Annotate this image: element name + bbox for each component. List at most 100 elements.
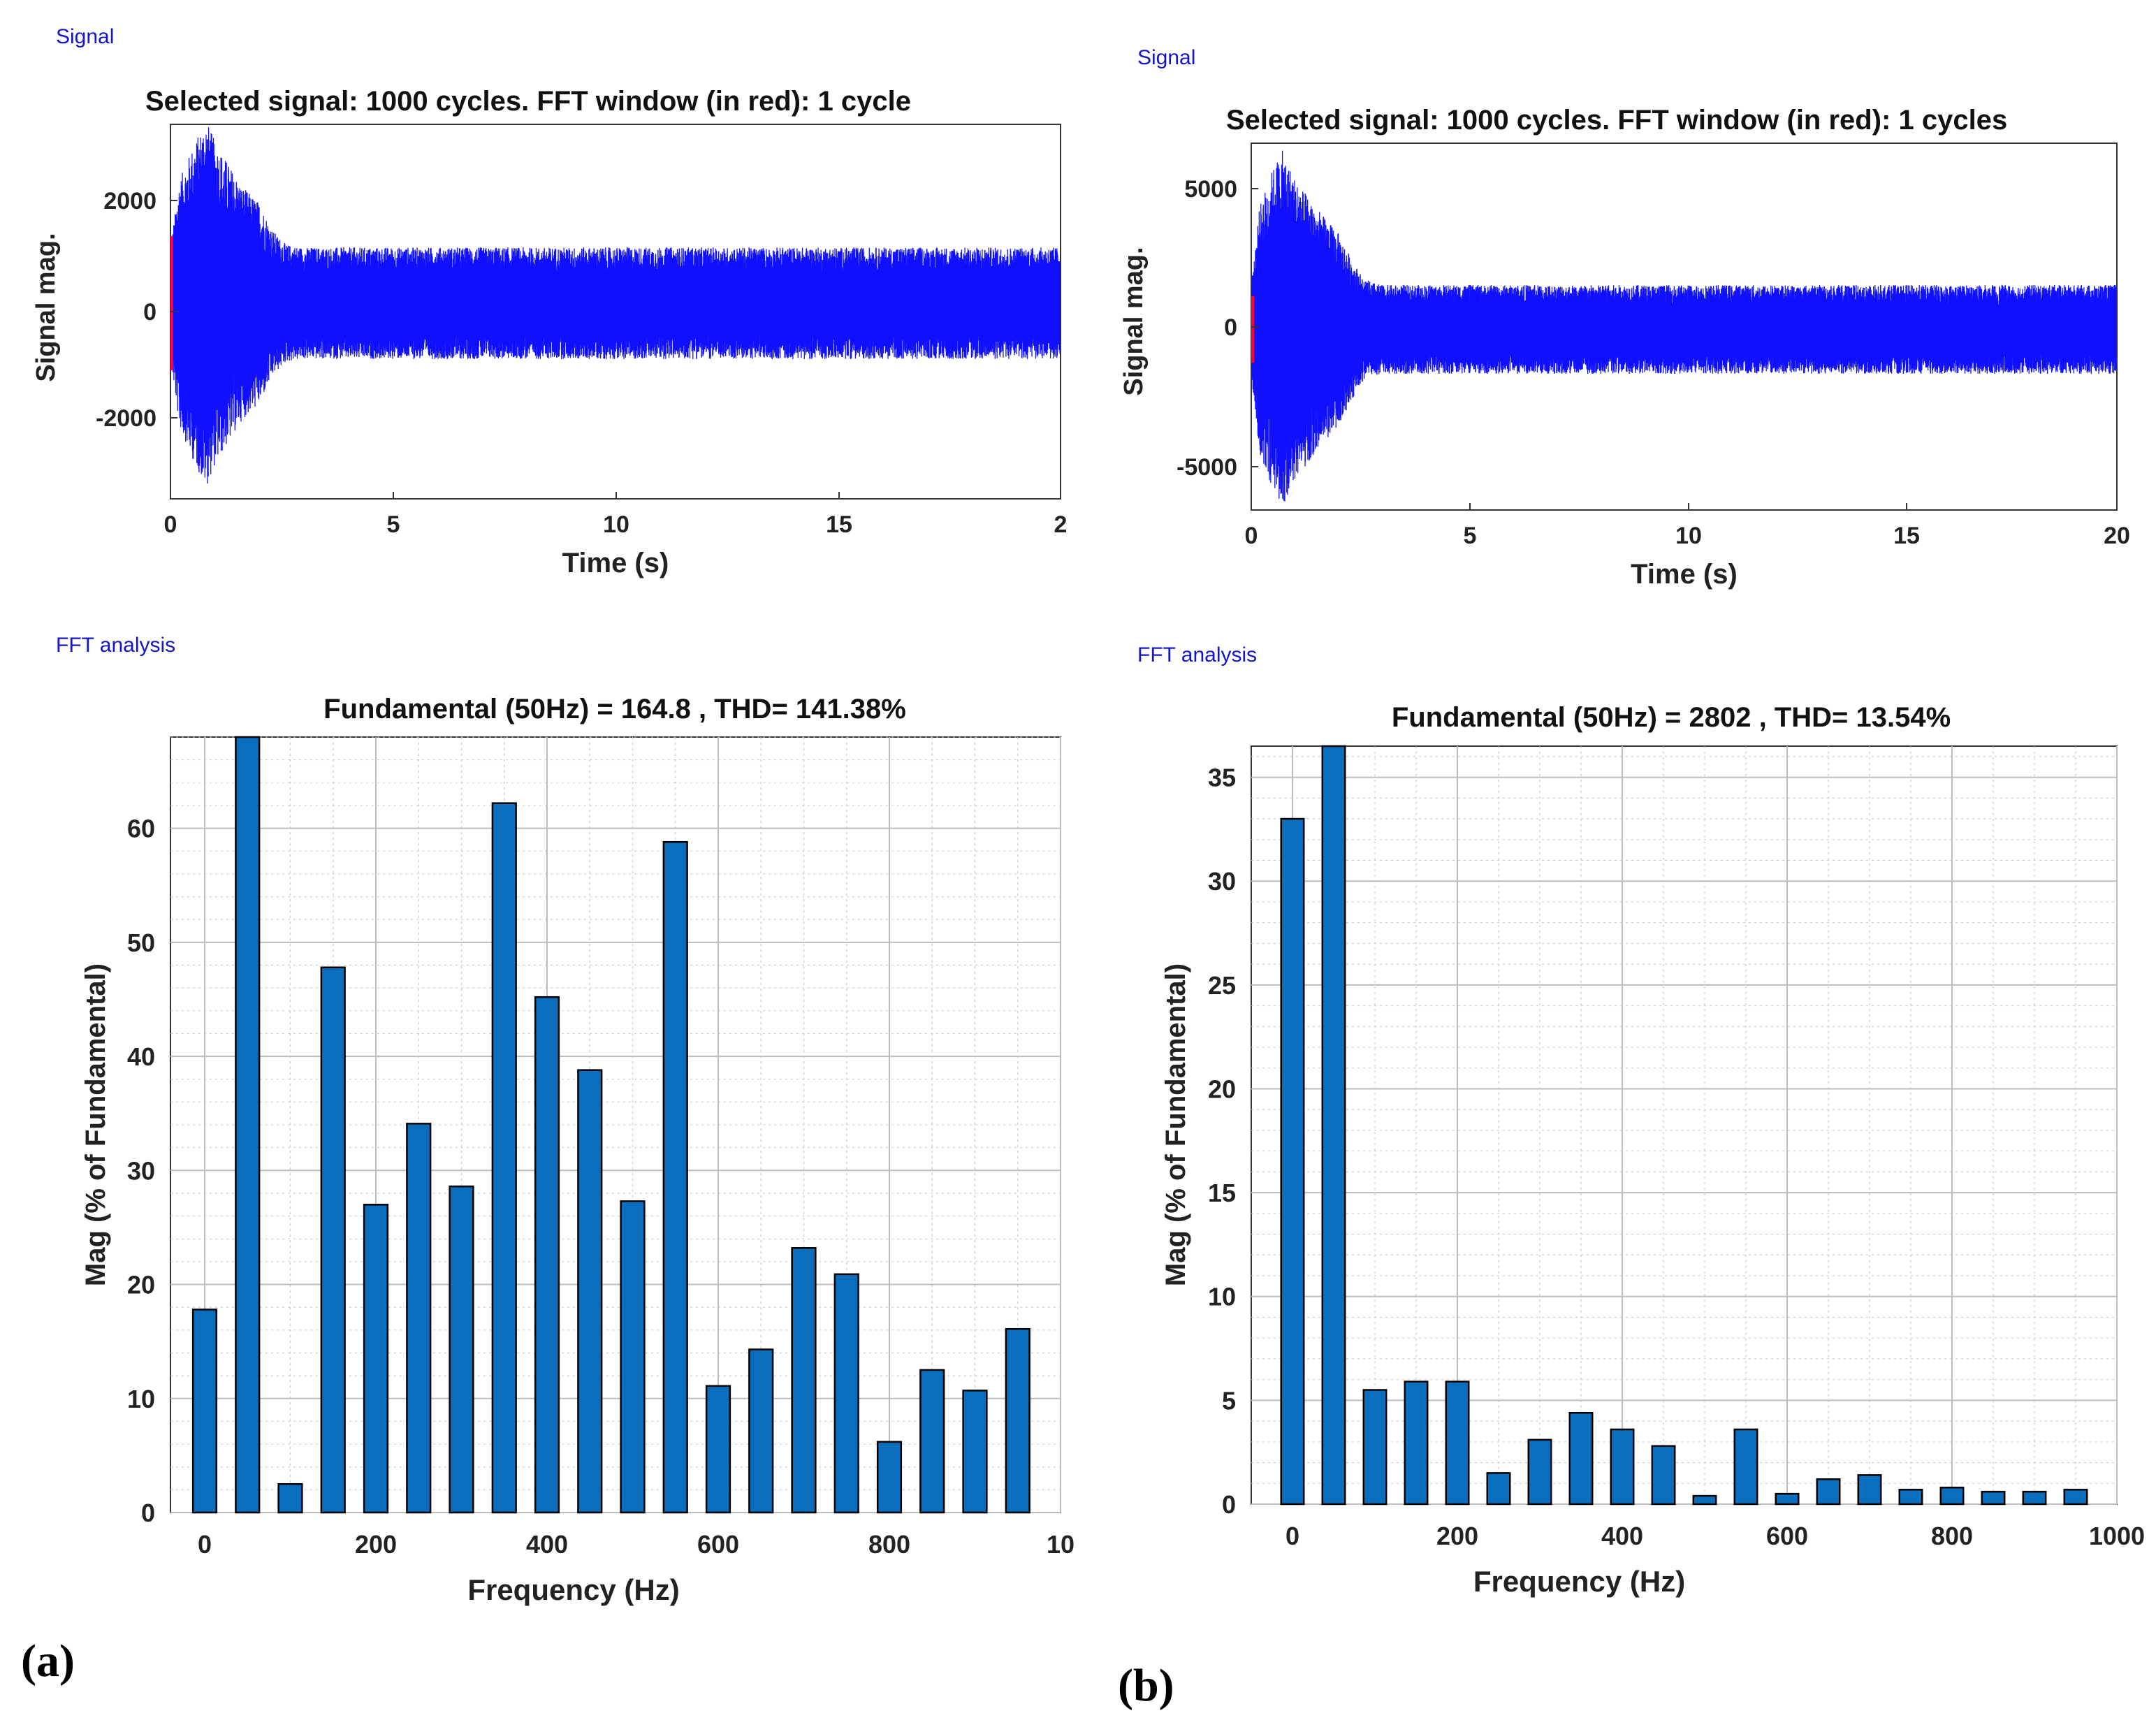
fft-ytick-label: 0	[1222, 1490, 1236, 1519]
fft-bar	[833, 1273, 859, 1514]
fft-section-label: FFT analysis	[56, 634, 175, 657]
fft-bar	[363, 1204, 389, 1514]
fft-bar	[1527, 1438, 1552, 1506]
fft-ytick-label: 50	[127, 928, 155, 957]
fft-ylabel: Mag (% of Fundamental)	[80, 963, 111, 1286]
fft-bar	[1610, 1428, 1635, 1506]
fft-bar	[534, 996, 560, 1514]
signal-section-label: Signal	[1137, 46, 1195, 69]
fft-bar	[662, 840, 688, 1514]
fft-axes-frame	[1251, 745, 2118, 1505]
fft-bar	[1692, 1494, 1717, 1506]
fft-bar	[1362, 1389, 1387, 1506]
fft-title: Fundamental (50Hz) = 164.8 , THD= 141.38…	[323, 694, 906, 724]
fft-plot-0: FFT analysis 0 200 400 600 800 10 0 10 20 30 40 50 60…	[56, 634, 1075, 1606]
fft-xlabel: Frequency (Hz)	[1473, 1565, 1685, 1598]
fft-xtick-label: 10	[1047, 1530, 1075, 1559]
signal-title: Selected signal: 1000 cycles. FFT window…	[1226, 105, 2007, 136]
signal-ytick-label: 2000	[103, 188, 156, 214]
signal-ylabel: Signal mag.	[1119, 247, 1149, 395]
signal-ytick-label: 0	[143, 299, 156, 326]
signal-xlabel: Time (s)	[562, 548, 669, 578]
fft-xtick-label: 200	[1436, 1522, 1478, 1550]
signal-trace	[170, 127, 1061, 484]
fft-xtick-label: 400	[1601, 1522, 1643, 1550]
fft-ytick-label: 30	[1208, 867, 1236, 896]
fft-bar	[620, 1200, 646, 1514]
fft-bar	[1280, 817, 1305, 1506]
fft-ytick-label: 40	[127, 1042, 155, 1071]
fft-axes-frame	[170, 736, 1061, 1513]
fft-bar	[962, 1390, 988, 1514]
fft-bar	[1898, 1488, 1923, 1506]
fft-bar	[1321, 745, 1346, 1506]
fft-xlabel: Frequency (Hz)	[467, 1573, 679, 1606]
fft-xtick-label: 800	[868, 1530, 910, 1559]
fft-bar	[491, 802, 517, 1514]
fft-ytick-label: 25	[1208, 971, 1236, 1000]
fft-bar	[277, 1482, 303, 1514]
fft-xtick-label: 0	[198, 1530, 212, 1559]
fft-xtick-label: 800	[1931, 1522, 1973, 1550]
fft-bar	[2063, 1488, 2088, 1506]
signal-ytick-label: -2000	[96, 405, 156, 432]
fft-ytick-label: 20	[1208, 1074, 1236, 1103]
signal-xtick-label: 5	[387, 511, 400, 538]
signal-plot-1: Signal Selected signal: 1000 cycles. FFT …	[1119, 46, 2130, 590]
fft-bar	[1775, 1492, 1800, 1506]
signal-ytick-label: 5000	[1184, 176, 1237, 203]
fft-ytick-label: 10	[127, 1385, 155, 1413]
fft-bar	[876, 1441, 903, 1514]
fft-bar	[1939, 1486, 1965, 1506]
fft-bar	[320, 966, 346, 1514]
fft-bar	[1404, 1380, 1429, 1506]
fft-xtick-label: 600	[1766, 1522, 1808, 1550]
signal-xtick-label: 15	[826, 511, 852, 538]
fft-section-label: FFT analysis	[1137, 643, 1257, 666]
signal-section-label: Signal	[56, 25, 114, 48]
signal-ytick-label: 0	[1224, 314, 1237, 341]
signal-plot-0: Signal Selected signal: 1000 cycles. FFT …	[31, 25, 1067, 578]
fft-bar	[1857, 1474, 1882, 1506]
fft-bar	[1486, 1472, 1511, 1506]
fft-ytick-label: 5	[1222, 1386, 1236, 1415]
fft-bar	[1445, 1380, 1470, 1506]
signal-xtick-label: 20	[2104, 523, 2130, 549]
panel-label-a: (a)	[21, 1635, 75, 1686]
fft-xtick-label: 0	[1285, 1522, 1299, 1550]
fft-xtick-label: 200	[355, 1530, 397, 1559]
fft-bar	[1981, 1490, 2006, 1506]
signal-ytick-label: -5000	[1177, 454, 1237, 481]
fft-title: Fundamental (50Hz) = 2802 , THD= 13.54%	[1392, 702, 1951, 733]
fft-ytick-label: 30	[127, 1156, 155, 1185]
signal-title: Selected signal: 1000 cycles. FFT window…	[145, 86, 911, 117]
signal-xtick-label: 10	[603, 511, 629, 538]
fft-bar	[577, 1069, 603, 1514]
fft-bar	[705, 1385, 731, 1514]
fft-ytick-label: 0	[141, 1499, 155, 1527]
fft-bar	[919, 1369, 945, 1514]
fft-bar	[1568, 1411, 1594, 1506]
signal-xtick-label: 0	[1245, 523, 1258, 549]
fft-xtick-label: 400	[526, 1530, 568, 1559]
fft-bar	[1005, 1327, 1030, 1514]
fft-bar	[748, 1348, 774, 1514]
signal-xlabel: Time (s)	[1631, 559, 1738, 590]
fft-bar	[1651, 1445, 1676, 1506]
signal-xtick-label: 2	[1054, 511, 1068, 538]
fft-xtick-label: 1000	[2089, 1522, 2145, 1550]
fft-bar	[449, 1185, 474, 1514]
fft-bar	[1816, 1478, 1841, 1506]
signal-xtick-label: 0	[164, 511, 177, 538]
fft-xtick-label: 600	[697, 1530, 739, 1559]
signal-xtick-label: 5	[1464, 523, 1477, 549]
fft-bar	[1733, 1428, 1758, 1506]
fft-bar	[2022, 1490, 2047, 1506]
fft-ytick-label: 35	[1208, 764, 1236, 792]
fft-bar	[191, 1309, 218, 1514]
fft-ytick-label: 10	[1208, 1283, 1236, 1311]
signal-trace	[1251, 150, 2117, 502]
fft-ytick-label: 60	[127, 815, 155, 843]
fft-bar	[406, 1123, 432, 1514]
